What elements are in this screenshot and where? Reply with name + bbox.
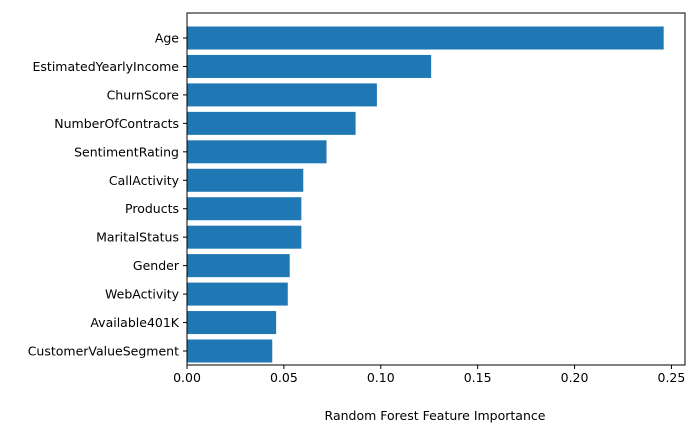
y-tick-label: CallActivity: [109, 173, 180, 188]
plot-frame: [186, 12, 686, 366]
y-tick-label: Available401K: [90, 315, 179, 330]
bar-CallActivity: [187, 168, 304, 192]
bar-EstimatedYearlyIncome: [187, 54, 432, 78]
x-tick-label: 0.05: [270, 370, 298, 385]
x-tick-label: 0.00: [173, 370, 201, 385]
bar-CustomerValueSegment: [187, 339, 273, 363]
bar-Products: [187, 197, 302, 221]
bars-layer: [187, 26, 664, 363]
bar-SentimentRating: [187, 140, 327, 164]
x-tick-label: 0.25: [658, 370, 686, 385]
y-tick-label: CustomerValueSegment: [28, 344, 179, 359]
bar-MaritalStatus: [187, 225, 302, 249]
x-tick-label: 0.15: [464, 370, 492, 385]
ticks-layer: Age EstimatedYearlyIncome ChurnScore Number…: [28, 31, 686, 386]
y-tick-label: Age: [155, 31, 179, 46]
bar-Age: [187, 26, 664, 50]
y-tick-label: Gender: [133, 258, 180, 273]
x-tick-label: 0.10: [367, 370, 395, 385]
y-tick-label: ChurnScore: [107, 87, 180, 102]
bar-ChurnScore: [187, 83, 377, 107]
y-tick-label: EstimatedYearlyIncome: [33, 59, 180, 74]
y-tick-label: NumberOfContracts: [54, 116, 179, 131]
y-tick-label: SentimentRating: [74, 144, 179, 159]
y-tick-label: Products: [125, 201, 179, 216]
axes-layer: [186, 12, 686, 366]
bar-Gender: [187, 254, 290, 278]
y-tick-label: WebActivity: [105, 287, 180, 302]
bar-Available401K: [187, 311, 277, 335]
bar-WebActivity: [187, 282, 288, 306]
x-tick-label: 0.20: [561, 370, 589, 385]
x-axis-label: Random Forest Feature Importance: [325, 408, 546, 423]
y-tick-label: MaritalStatus: [96, 230, 179, 245]
bar-NumberOfContracts: [187, 111, 356, 135]
